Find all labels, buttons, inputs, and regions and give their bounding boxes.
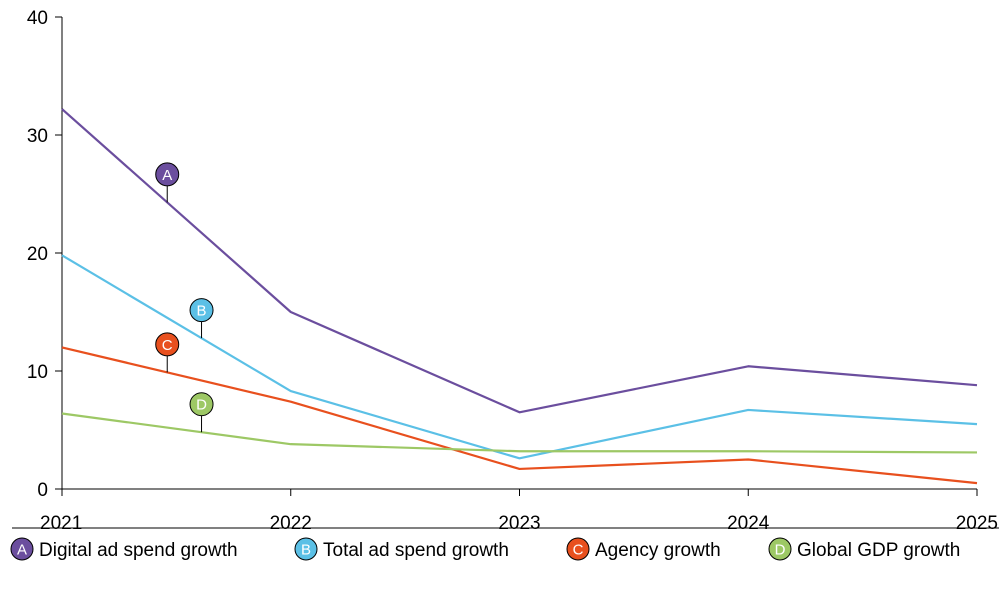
x-tick-label: 2023 — [498, 513, 540, 534]
y-tick-label: 0 — [37, 480, 48, 501]
marker-letter: B — [197, 303, 207, 320]
series-line-c — [61, 346, 978, 485]
legend-item-b: B Total ad spend growth — [294, 537, 509, 561]
marker-badge — [155, 332, 180, 357]
marker-letter: C — [162, 337, 173, 354]
series-marker-d: D — [189, 392, 214, 433]
series-marker-c: C — [155, 332, 180, 373]
legend-badge-letter: B — [301, 542, 311, 559]
legend-label: Digital ad spend growth — [39, 540, 238, 561]
legend: A Digital ad spend growth B Total ad spend … — [10, 527, 999, 561]
x-tick-label: 2025 — [956, 513, 998, 534]
series-markers: A B C D — [155, 162, 214, 433]
axes: 0 10 20 30 40 2021 2022 2023 2024 2025 — [27, 8, 998, 534]
legend-label: Global GDP growth — [797, 540, 960, 561]
marker-letter: A — [162, 167, 172, 184]
marker-badge — [189, 392, 214, 417]
legend-label: Total ad spend growth — [323, 540, 509, 561]
legend-badge-letter: A — [17, 542, 27, 559]
x-tick-label: 2024 — [727, 513, 770, 534]
legend-item-c: C Agency growth — [566, 537, 721, 561]
series-lines — [61, 108, 978, 485]
legend-badge — [566, 537, 590, 561]
series-line-d — [61, 412, 978, 454]
series-marker-a: A — [155, 162, 180, 203]
legend-item-a: A Digital ad spend growth — [10, 537, 238, 561]
x-tick-label: 2022 — [270, 513, 312, 534]
marker-badge — [155, 162, 180, 187]
series-line-b — [61, 254, 978, 460]
legend-badge-letter: D — [775, 542, 786, 559]
legend-badge — [294, 537, 318, 561]
series-marker-b: B — [189, 298, 214, 339]
legend-badge — [768, 537, 792, 561]
y-tick-label: 30 — [27, 126, 48, 147]
y-tick-label: 20 — [27, 244, 48, 265]
series-line-a — [61, 108, 978, 414]
legend-badge-letter: C — [573, 542, 584, 559]
marker-letter: D — [196, 397, 207, 414]
legend-badge — [10, 537, 34, 561]
legend-label: Agency growth — [595, 540, 721, 561]
x-tick-label: 2021 — [40, 513, 82, 534]
legend-item-d: D Global GDP growth — [768, 537, 960, 561]
y-tick-label: 40 — [27, 8, 48, 29]
y-tick-label: 10 — [27, 362, 48, 383]
marker-badge — [189, 298, 214, 323]
